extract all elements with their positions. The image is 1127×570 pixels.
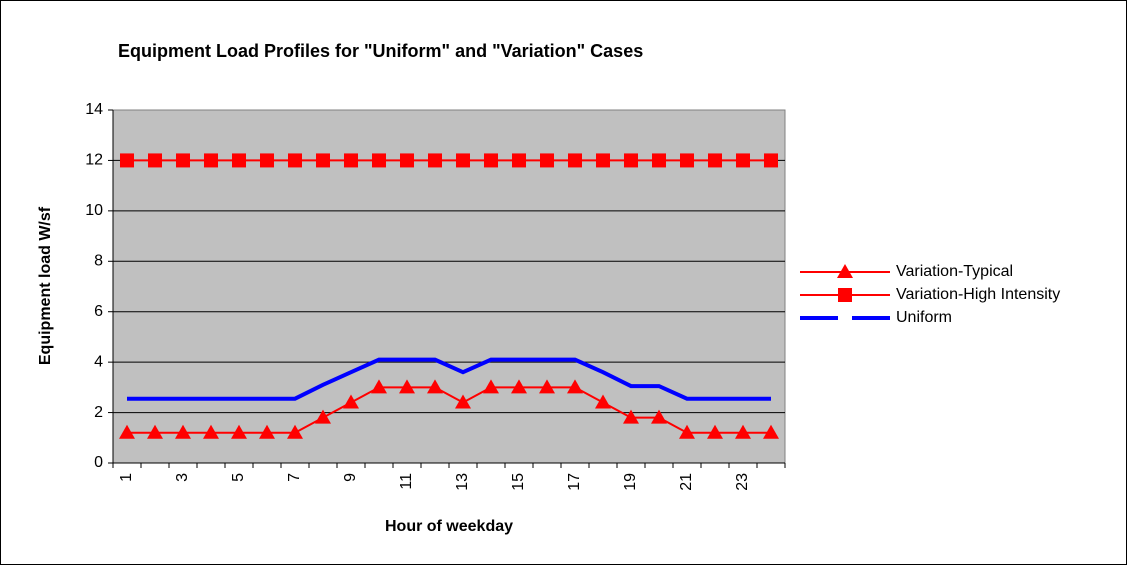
- marker: [231, 424, 247, 439]
- x-tick-label: 13: [454, 473, 471, 491]
- marker: [119, 424, 135, 439]
- marker: [428, 153, 442, 168]
- marker: [175, 424, 191, 439]
- marker: [511, 379, 527, 394]
- x-tick-label: 7: [286, 473, 303, 482]
- chart-title: Equipment Load Profiles for "Uniform" an…: [118, 41, 643, 61]
- x-tick-label: 23: [734, 473, 751, 491]
- marker: [680, 153, 694, 168]
- x-tick-label: 9: [342, 473, 359, 482]
- marker: [651, 409, 667, 424]
- marker: [455, 394, 471, 409]
- marker: [483, 379, 499, 394]
- x-tick-label: 19: [622, 473, 639, 491]
- y-tick-label: 2: [94, 404, 103, 421]
- x-tick-label: 5: [230, 473, 247, 482]
- marker: [763, 424, 779, 439]
- marker: [512, 153, 526, 168]
- marker: [456, 153, 470, 168]
- marker: [838, 288, 852, 302]
- x-tick-label: 17: [566, 473, 583, 491]
- marker: [736, 153, 750, 168]
- marker: [399, 379, 415, 394]
- x-tick-label: 3: [174, 473, 191, 482]
- y-tick-label: 8: [94, 253, 103, 270]
- marker: [484, 153, 498, 168]
- marker: [232, 153, 246, 168]
- y-axis-label: Equipment load W/sf: [37, 206, 54, 365]
- marker: [708, 153, 722, 168]
- marker: [540, 153, 554, 168]
- marker: [596, 153, 610, 168]
- marker: [837, 264, 853, 278]
- marker: [120, 153, 134, 168]
- marker: [371, 379, 387, 394]
- marker: [148, 153, 162, 168]
- y-tick-label: 14: [85, 101, 103, 118]
- x-tick-label: 11: [398, 473, 415, 490]
- marker: [652, 153, 666, 168]
- marker: [315, 409, 331, 424]
- marker: [344, 153, 358, 168]
- marker: [595, 394, 611, 409]
- plot-area: [112, 109, 786, 464]
- marker: [400, 153, 414, 168]
- marker: [287, 424, 303, 439]
- x-axis-label: Hour of weekday: [385, 518, 513, 535]
- marker: [623, 409, 639, 424]
- legend-label: Variation-Typical: [896, 263, 1013, 280]
- marker: [624, 153, 638, 168]
- marker: [707, 424, 723, 439]
- marker: [259, 424, 275, 439]
- legend-label: Variation-High Intensity: [896, 286, 1060, 303]
- marker: [260, 153, 274, 168]
- y-tick-label: 10: [85, 202, 103, 219]
- marker: [372, 153, 386, 168]
- marker: [147, 424, 163, 439]
- x-tick-label: 1: [118, 473, 135, 482]
- marker: [316, 153, 330, 168]
- marker: [567, 379, 583, 394]
- marker: [568, 153, 582, 168]
- marker: [288, 153, 302, 168]
- marker: [204, 153, 218, 168]
- marker: [539, 379, 555, 394]
- series-line: [127, 357, 771, 401]
- marker: [343, 394, 359, 409]
- y-tick-label: 0: [94, 454, 103, 471]
- legend-label: Uniform: [896, 309, 952, 326]
- marker: [427, 379, 443, 394]
- marker: [203, 424, 219, 439]
- marker: [764, 153, 778, 168]
- marker: [679, 424, 695, 439]
- x-tick-label: 21: [678, 473, 695, 491]
- y-tick-label: 4: [94, 353, 103, 370]
- x-tick-label: 15: [510, 473, 527, 491]
- marker: [176, 153, 190, 168]
- marker: [735, 424, 751, 439]
- y-tick-label: 6: [94, 303, 103, 320]
- y-tick-label: 12: [85, 152, 103, 169]
